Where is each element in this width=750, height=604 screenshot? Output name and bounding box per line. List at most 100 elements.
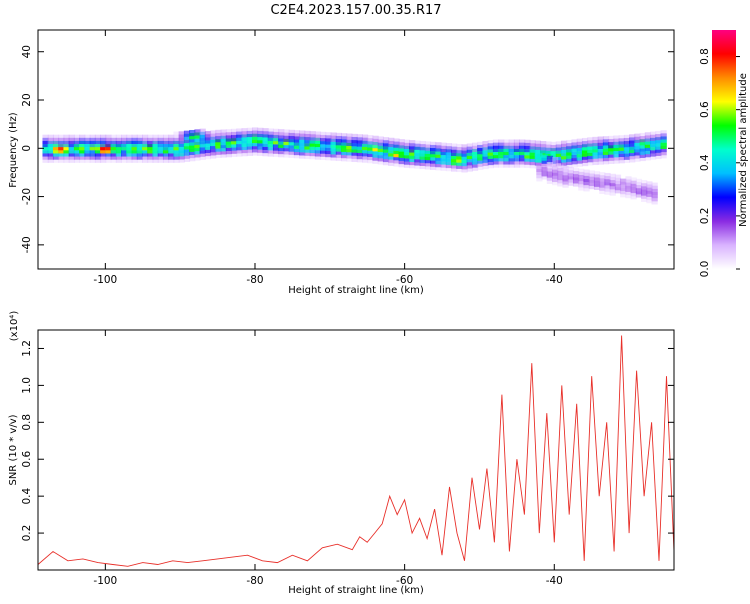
heatmap-cell [536,162,543,169]
heatmap-cell [534,143,542,150]
heatmap-cell [356,153,363,160]
heatmap-cell [620,184,627,192]
heatmap-cell [58,156,65,163]
heatmap-cell [608,154,615,161]
heatmap-cell [68,134,75,141]
heatmap-cell [162,144,170,151]
heatmap-cell [660,149,667,156]
heatmap-cell [346,152,353,159]
heatmap-cell [126,137,133,145]
heatmap-cell [68,144,75,151]
heatmap-cell [189,145,196,152]
heatmap-cell [351,133,358,141]
heatmap-cell [597,149,604,156]
heatmap-cell [578,181,585,188]
heatmap-cell [257,140,264,147]
heatmap-cell [498,145,505,152]
heatmap-cell [178,150,185,157]
heatmap-cell [178,134,185,141]
heatmap-cell [639,145,646,152]
heatmap-cell [430,154,437,161]
heatmap-cell [314,134,322,141]
chart-title: C2E4.2023.157.00.35.R17 [270,3,441,18]
heatmap-cell [487,162,494,169]
colorbar-tick-label: 0.2 [699,208,711,225]
heatmap-cell [613,157,620,164]
heatmap-cell [52,134,60,141]
heatmap-cell [199,128,206,135]
heatmap-cell [477,148,484,155]
heatmap-cell [513,142,521,149]
heatmap-cell [477,154,484,161]
heatmap-cell [377,152,384,159]
heatmap-cell [377,148,384,156]
heatmap-cell [236,137,243,145]
heatmap-cell [361,147,369,154]
heatmap-cell [641,189,648,196]
heatmap-cell [635,181,643,189]
heatmap-cell [325,144,332,151]
heatmap-cell [173,137,180,145]
heatmap-cell [629,137,636,144]
heatmap-cell [503,145,510,152]
snr-y-tick-label: 0.2 [21,525,33,542]
heatmap-cell [409,149,416,156]
heatmap-cell [508,161,515,168]
heatmap-cell [644,147,652,155]
heatmap-cell [272,141,280,148]
heatmap-cell [215,151,222,158]
heatmap-cell [231,135,238,142]
heatmap-cell [236,147,243,154]
heatmap-cell [571,145,578,152]
heatmap-cell [278,135,285,142]
heatmap-cell [550,157,557,164]
heatmap-cell [650,153,657,160]
heatmap-cell [267,134,274,141]
heatmap-cell [583,182,590,189]
heatmap-y-tick-label: 0 [21,145,33,152]
heatmap-cell [529,146,536,153]
heatmap-cell [650,147,657,154]
heatmap-cell [361,143,369,151]
heatmap-cell [466,156,473,163]
heatmap-cell [461,166,468,173]
heatmap-cell [540,150,547,157]
heatmap-cell [309,143,316,150]
heatmap-cell [304,146,311,153]
heatmap-cell [382,143,390,150]
heatmap-cell [110,140,117,148]
heatmap-cell [424,141,432,148]
heatmap-x-axis-label: Height of straight line (km) [288,285,424,296]
heatmap-cell [634,133,641,140]
heatmap-cell [173,144,180,151]
heatmap-cell [430,151,437,158]
heatmap-cell [105,134,112,141]
heatmap-cell [341,145,348,152]
heatmap-cell [583,185,590,192]
heatmap-cell [424,147,432,154]
heatmap-cell [210,130,217,137]
heatmap-cell [367,150,374,157]
heatmap-cell [199,147,206,154]
heatmap-cell [293,130,301,137]
heatmap-cell [388,159,395,166]
heatmap-cell [189,139,196,146]
heatmap-cell [424,153,432,161]
heatmap-cell [115,150,123,157]
heatmap-cell [58,134,65,141]
heatmap-cell [335,148,342,155]
heatmap-cell [639,148,646,155]
heatmap-cell [204,146,212,153]
heatmap-cell [204,131,212,138]
heatmap-cell [445,146,452,153]
heatmap-cell [115,156,123,163]
heatmap-cell [183,136,191,144]
heatmap-cell [630,180,637,187]
heatmap-cell [430,163,437,170]
heatmap-cell [471,152,479,159]
heatmap-cell [592,136,599,144]
heatmap-cell [63,147,70,154]
heatmap-cell [299,152,306,159]
heatmap-cell [492,158,500,165]
heatmap-cell [545,141,552,148]
